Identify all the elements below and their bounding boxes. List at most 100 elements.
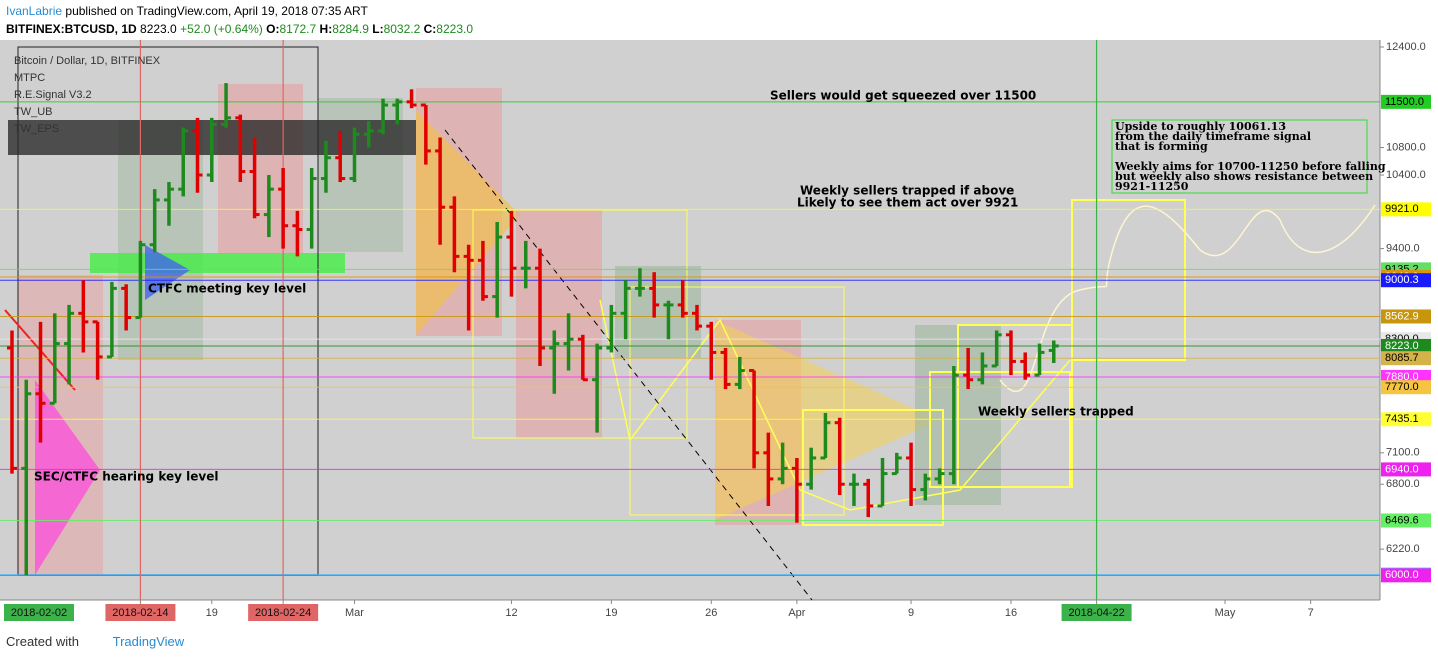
x-tick-bg bbox=[4, 604, 74, 621]
c-label: C: bbox=[423, 22, 437, 36]
level-label: 9921.0 bbox=[1385, 203, 1419, 215]
x-tick-bg bbox=[248, 604, 319, 621]
projection bbox=[999, 204, 1376, 392]
y-tick-label: 12400.0 bbox=[1386, 41, 1426, 53]
high: 8284.9 bbox=[332, 22, 369, 36]
level-label-bg bbox=[1381, 568, 1431, 583]
level-label: 7770.0 bbox=[1385, 381, 1419, 393]
x-tick-label: 7 bbox=[1308, 607, 1314, 619]
open: 8172.7 bbox=[279, 22, 317, 36]
x-axis-bg bbox=[0, 600, 1380, 625]
annotation: CTFC meeting key level bbox=[148, 282, 306, 296]
level-label-bg bbox=[1381, 380, 1431, 395]
level-label-bg bbox=[1381, 202, 1431, 217]
note-line: but weekly also shows resistance between bbox=[1115, 170, 1373, 183]
level-label-bg bbox=[1381, 94, 1431, 109]
symbol: BITFINEX:BTCUSD, 1D bbox=[6, 22, 137, 36]
l-label: L: bbox=[372, 22, 384, 36]
footer: Created with TradingView bbox=[6, 634, 184, 649]
header-line: IvanLabrie published on TradingView.com,… bbox=[6, 4, 368, 18]
triangle bbox=[145, 245, 190, 300]
y-tick-label: 7100.0 bbox=[1386, 447, 1420, 459]
created-with: Created with bbox=[6, 634, 79, 649]
level-label-bg bbox=[1381, 309, 1431, 324]
annotation: SEC/CTFC hearing key level bbox=[34, 470, 218, 484]
close: 8223.0 bbox=[436, 22, 473, 36]
o-label: O: bbox=[266, 22, 280, 36]
change: +52.0 (+0.64%) bbox=[180, 22, 263, 36]
triangle bbox=[416, 110, 520, 335]
h-label: H: bbox=[319, 22, 333, 36]
note-line: Weekly aims for 10700-11250 before falli… bbox=[1114, 160, 1386, 173]
legend: Bitcoin / Dollar, 1D, BITFINEX MTPC R.E.… bbox=[14, 55, 161, 135]
legend-item: TW_UB bbox=[14, 106, 53, 118]
annotation: Likely to see them act over 9921 bbox=[797, 196, 1018, 210]
y-tick-label: 9400.0 bbox=[1386, 242, 1420, 254]
triangle bbox=[35, 380, 100, 575]
y-tick-label: 6220.0 bbox=[1386, 543, 1420, 555]
x-tick-label: Apr bbox=[788, 607, 805, 619]
legend-item: R.E.Signal V3.2 bbox=[14, 89, 92, 101]
level-label: 7435.1 bbox=[1385, 413, 1419, 425]
box bbox=[629, 286, 845, 516]
note-line: 9921-11250 bbox=[1115, 180, 1189, 193]
level-label: 6000.0 bbox=[1385, 569, 1419, 581]
low: 8032.2 bbox=[383, 22, 421, 36]
x-tick-label: 9 bbox=[908, 607, 914, 619]
level-label-bg bbox=[1381, 273, 1431, 288]
y-tick-label: 6800.0 bbox=[1386, 478, 1420, 490]
published: published on TradingView.com, April 19, … bbox=[65, 4, 368, 18]
box bbox=[957, 324, 1073, 488]
box bbox=[472, 209, 688, 439]
legend-item: MTPC bbox=[14, 72, 45, 84]
level-label: 11500.0 bbox=[1385, 96, 1424, 108]
x-tick-bg bbox=[1061, 604, 1132, 621]
level-label: 9000.3 bbox=[1385, 274, 1419, 286]
legend-title: Bitcoin / Dollar, 1D, BITFINEX bbox=[14, 55, 161, 67]
note: Upside to roughly 10061.13 from the dail… bbox=[1114, 120, 1386, 193]
level-label: 7880.0 bbox=[1385, 371, 1419, 383]
price: 8223.0 bbox=[140, 22, 177, 36]
annotation: Weekly sellers trapped if above bbox=[800, 184, 1014, 198]
x-tick-label: 19 bbox=[605, 607, 617, 619]
zone bbox=[118, 120, 203, 360]
x-tick-label: 2018-02-02 bbox=[11, 607, 67, 619]
level-label-bg bbox=[1381, 351, 1431, 366]
level-label-bg bbox=[1381, 412, 1431, 427]
y-tick-label: 10800.0 bbox=[1386, 141, 1426, 153]
triangle bbox=[715, 320, 940, 520]
x-tick-label: 2018-04-22 bbox=[1068, 607, 1124, 619]
x-tick-bg bbox=[105, 604, 176, 621]
drawings bbox=[4, 46, 1376, 601]
x-tick-label: 16 bbox=[1005, 607, 1017, 619]
level-label: 6469.6 bbox=[1385, 514, 1419, 526]
legend-item: TW_EPS bbox=[14, 123, 59, 135]
author[interactable]: IvanLabrie bbox=[6, 4, 63, 18]
x-tick-label: 2018-02-24 bbox=[255, 607, 311, 619]
x-tick-label: 2018-02-14 bbox=[112, 607, 168, 619]
x-tick-label: May bbox=[1215, 607, 1236, 619]
x-tick-label: 26 bbox=[705, 607, 717, 619]
bars bbox=[6, 83, 1059, 576]
annotation: Weekly sellers trapped bbox=[978, 405, 1134, 419]
level-label-bg bbox=[1381, 462, 1431, 477]
arrow-path bbox=[599, 299, 1071, 511]
x-tick-label: 19 bbox=[206, 607, 218, 619]
zone bbox=[218, 84, 303, 254]
annotation: Sellers would get squeezed over 11500 bbox=[770, 89, 1036, 103]
level-label: 8223.0 bbox=[1385, 340, 1419, 352]
zone bbox=[90, 253, 345, 273]
note-line: from the daily timeframe signal bbox=[1115, 130, 1311, 143]
zone bbox=[516, 210, 602, 438]
levels bbox=[0, 40, 1380, 600]
level-label: 6940.0 bbox=[1385, 463, 1419, 475]
note-line: that is forming bbox=[1115, 140, 1208, 153]
note-box bbox=[1111, 119, 1368, 194]
note-line: Upside to roughly 10061.13 bbox=[1115, 120, 1286, 133]
chart: Bitcoin / Dollar, 1D, BITFINEX MTPC R.E.… bbox=[0, 40, 1431, 625]
x-tick-label: Mar bbox=[345, 607, 364, 619]
brand-link[interactable]: TradingView bbox=[112, 634, 185, 649]
level-label: 8085.7 bbox=[1385, 352, 1419, 364]
box bbox=[802, 409, 944, 526]
